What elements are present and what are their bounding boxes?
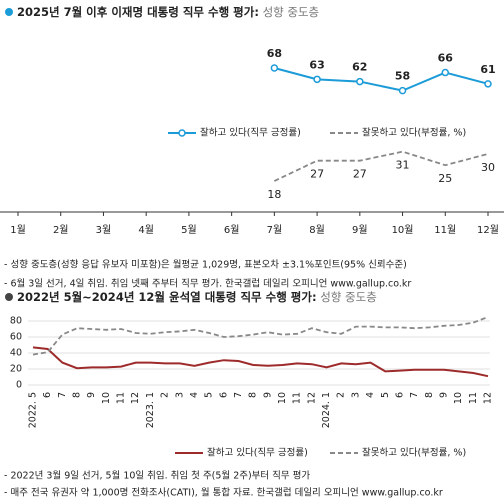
legend-label: 잘못하고 있다(부정률, %) [362,127,466,139]
x-tick-label: 6 [394,392,405,398]
marker [398,86,407,95]
x-tick-label: 11 [468,392,479,404]
x-tick-label: 6월 [224,224,240,236]
series-line [32,346,489,378]
x-tick-label: 2023. 1 [145,392,156,428]
x-tick-label: 8 [424,392,435,398]
x-tick-label: 5 [204,392,215,398]
marker [356,77,364,86]
data-label: 66 [438,52,454,65]
note: - 2022년 3월 9일 선거, 5월 10일 취임. 취임 첫 주(5월 2… [4,470,310,482]
legend-label: 잘하고 있다(직무 긍정률) [207,447,308,459]
y-tick-label: 80 [10,316,22,327]
x-tick-label: 8 [248,392,259,398]
x-tick-label: 3 [350,392,361,398]
x-tick-label: 8 [72,392,83,398]
x-tick-label: 2월 [53,224,69,236]
x-tick-label: 11 [116,392,127,404]
x-tick-label: 4 [365,392,376,398]
legend-label: 잘못하고 있다(부정률, %) [362,447,466,459]
y-tick-label: 60 [10,332,22,343]
chart-title: 2025년 7월 이후 이재명 대통령 직무 수행 평가: 성향 중도층 [17,5,319,19]
data-label: 62 [352,61,367,74]
x-tick-label: 6 [218,392,229,398]
data-label: 68 [267,47,282,60]
subtitle: 성향 중도층 [263,5,320,19]
x-tick-label: 2022. 5 [28,392,39,428]
x-tick-label: 10 [277,392,288,404]
data-label: 58 [395,70,410,83]
subtitle: 성향 중도층 [320,290,377,304]
data-label: 25 [438,172,452,185]
note: - 성향 중도층(성향 응답 유보자 미포함)은 월평균 1,029명, 표본오… [4,259,407,271]
marker [441,68,450,77]
x-tick-label: 7 [57,392,68,398]
legend-label: 잘하고 있다(직무 긍정률) [200,127,301,139]
x-tick-label: 1월 [10,224,26,236]
x-tick-label: 4 [189,392,200,398]
x-tick-label: 10 [101,392,112,404]
x-tick-label: 3 [174,392,185,398]
bullet [5,8,13,16]
x-tick-label: 5월 [181,224,197,236]
bullet [5,293,13,301]
x-tick-label: 12월 [477,224,499,236]
note: - 6월 3일 선거, 4일 취임. 취임 넷째 주부터 직무 평가. 한국갤럽… [4,278,411,290]
series-line [274,67,489,92]
data-label: 31 [396,159,410,172]
x-tick-label: 12 [306,392,317,404]
x-tick-label: 9 [86,392,97,398]
series-line [32,316,489,356]
x-tick-label: 12 [130,392,141,404]
title: 2025년 7월 이후 이재명 대통령 직무 수행 평가: [17,5,259,19]
chart-title: 2022년 5월~2024년 12월 윤석열 대통령 직무 수행 평가: 성향 … [17,290,377,304]
y-tick-label: 40 [10,348,22,359]
x-tick-label: 10 [453,392,464,404]
x-tick-label: 2024. 1 [321,392,332,428]
x-tick-label: 11월 [434,224,456,236]
x-tick-label: 6 [42,392,53,398]
x-tick-label: 7 [409,392,420,398]
series-line [273,150,489,182]
x-tick-label: 2 [336,392,347,398]
x-tick-label: 9 [438,392,449,398]
marker [484,80,492,88]
x-tick-label: 2 [160,392,171,398]
x-tick-label: 11 [292,392,303,404]
data-label: 61 [480,63,495,76]
marker [313,75,321,84]
data-label: 30 [481,161,495,174]
x-tick-label: 8월 [309,224,325,236]
x-tick-label: 9월 [352,224,368,236]
data-label: 18 [267,188,281,201]
x-tick-label: 7 [233,392,244,398]
x-tick-label: 4월 [138,224,154,236]
data-label: 27 [353,168,367,181]
x-tick-label: 3월 [96,224,112,236]
x-tick-label: 9 [262,392,273,398]
legend-marker [178,129,186,137]
data-label: 27 [310,168,324,181]
x-tick-label: 5 [380,392,391,398]
note: - 매주 전국 유권자 약 1,000명 전화조사(CATI), 월 통합 자료… [4,487,443,499]
x-tick-label: 10월 [392,224,414,236]
y-tick-label: 20 [10,364,22,375]
y-tick-label: 0 [16,380,22,391]
title: 2022년 5월~2024년 12월 윤석열 대통령 직무 수행 평가: [17,290,317,304]
x-tick-label: 12 [483,392,494,404]
marker [270,64,279,72]
data-label: 63 [309,58,324,71]
x-tick-label: 7월 [267,224,283,236]
